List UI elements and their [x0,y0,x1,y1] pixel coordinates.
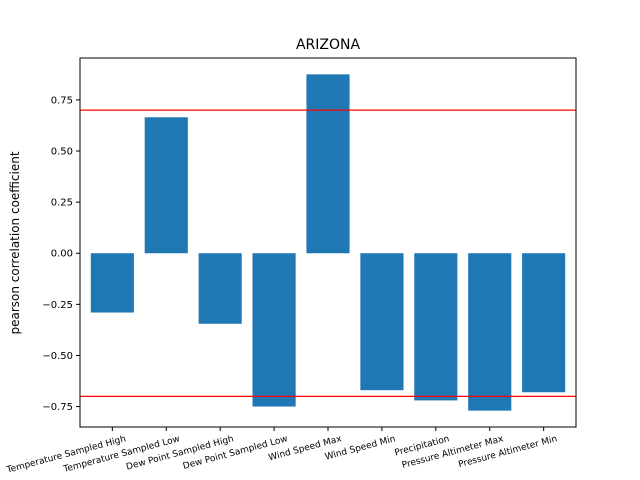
y-axis-label: pearson correlation coefficient [8,151,22,334]
bar [144,117,188,254]
bar [522,253,566,393]
bar [90,253,134,313]
bar [252,253,296,407]
bar [414,253,458,401]
bar [198,253,242,324]
plot-frame [79,57,577,428]
bar [306,74,350,254]
y-tick-label: −0.50 [42,351,73,362]
reference-lines [80,109,576,397]
bars [90,74,566,411]
bar [468,253,512,411]
y-axis-ticks: −0.75 −0.50 −0.25 0.00 0.25 0.50 0.75 [42,95,80,413]
y-tick-label: 0.00 [51,249,73,260]
y-tick-label: 0.75 [51,95,73,106]
y-tick-label: −0.75 [42,402,73,413]
y-tick-label: −0.25 [42,300,73,311]
bar [360,253,404,391]
chart-title: ARIZONA [296,37,361,53]
y-tick-label: 0.50 [51,147,73,158]
y-tick-label: 0.25 [51,198,73,209]
